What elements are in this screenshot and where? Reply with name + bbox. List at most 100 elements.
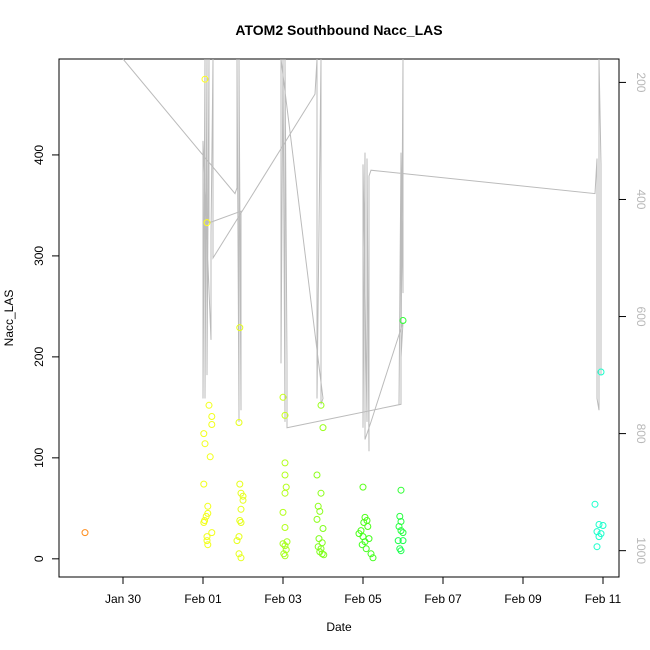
data-point-14 (200, 519, 208, 526)
data-point-31 (237, 554, 245, 562)
data-point-46 (317, 401, 325, 409)
x-tick-label-6: Feb 11 (585, 592, 622, 606)
y2-tick-label-4: 1000 (634, 537, 648, 564)
data-point-6 (200, 430, 208, 438)
data-point-75 (399, 317, 407, 324)
data-point-87 (591, 500, 599, 508)
data-point-27 (237, 519, 245, 526)
data-point-73 (367, 550, 375, 558)
data-point-25 (237, 505, 245, 513)
y-axis: 0 100 200 300 400 (32, 145, 59, 562)
data-point-8 (206, 453, 214, 461)
data-point-10 (204, 502, 212, 510)
x-axis: Jan 30 Feb 01 Feb 03 Feb 05 Feb 07 Feb 09 Feb … (105, 577, 622, 606)
x-tick-label-5: Feb 09 (504, 592, 542, 606)
data-point-38 (279, 508, 287, 516)
data-point-69 (365, 535, 373, 543)
data-point-57 (317, 545, 325, 553)
data-point-36 (282, 483, 290, 491)
data-point-82 (394, 537, 402, 545)
data-point-77 (396, 512, 404, 520)
plot-frame (58, 58, 620, 578)
data-point-65 (364, 523, 372, 530)
data-point-85 (397, 547, 405, 555)
data-point-49 (317, 489, 325, 497)
data-point-92 (595, 533, 603, 541)
y2-tick-label-1: 400 (634, 189, 648, 209)
data-point-12 (202, 512, 210, 520)
data-point-20 (235, 419, 243, 426)
x-tick-label-1: Feb 01 (184, 592, 222, 606)
data-point-48 (313, 471, 321, 479)
x-tick-label-2: Feb 03 (264, 592, 302, 606)
data-point-7 (201, 440, 209, 448)
data-point-53 (319, 525, 327, 532)
data-point-89 (599, 522, 607, 529)
data-point-86 (597, 368, 605, 376)
data-point-93 (593, 543, 601, 551)
data-point-5 (208, 421, 216, 428)
data-point-15 (208, 529, 216, 537)
y2-tick-label-3: 800 (634, 424, 648, 444)
data-point-24 (239, 496, 247, 504)
data-point-18 (204, 541, 212, 549)
data-point-1 (201, 75, 209, 83)
data-point-72 (362, 545, 370, 553)
data-point-39 (281, 524, 289, 531)
x-tick-label-0: Jan 30 (105, 592, 141, 606)
data-point-42 (281, 542, 289, 550)
data-point-32 (279, 393, 287, 401)
y-axis-title: Nacc_LAS (2, 290, 16, 347)
data-point-54 (315, 535, 323, 543)
data-point-28 (235, 533, 243, 541)
secondary-y-axis: 200 400 600 800 1000 (619, 72, 648, 564)
data-point-88 (595, 521, 603, 528)
data-point-9 (200, 480, 208, 488)
data-point-19 (236, 324, 244, 332)
data-point-74 (369, 554, 377, 562)
chart-title: ATOM2 Southbound Nacc_LAS (235, 22, 442, 38)
data-point-76 (397, 486, 405, 494)
data-point-47 (319, 424, 327, 432)
data-point-59 (318, 550, 326, 558)
data-point-45 (281, 552, 289, 560)
data-point-0 (81, 529, 89, 537)
secondary-track-line (122, 58, 602, 452)
data-point-52 (313, 515, 321, 523)
y-tick-label-0: 0 (32, 555, 46, 562)
data-point-29 (233, 537, 241, 545)
y2-tick-label-0: 200 (634, 72, 648, 92)
data-point-80 (397, 527, 405, 535)
data-point-41 (279, 540, 287, 548)
data-point-71 (358, 541, 366, 549)
data-point-3 (205, 401, 213, 409)
data-point-4 (208, 413, 216, 420)
y-tick-label-1: 100 (32, 448, 46, 468)
data-point-61 (359, 483, 367, 491)
y-tick-label-2: 200 (32, 347, 46, 367)
data-point-81 (399, 529, 407, 537)
x-tick-label-3: Feb 05 (344, 592, 382, 606)
data-point-60 (320, 551, 328, 559)
data-point-83 (399, 537, 407, 545)
secondary-track-layer (122, 58, 602, 452)
data-point-35 (281, 471, 289, 479)
x-axis-title: Date (326, 620, 352, 634)
y2-tick-label-2: 600 (634, 307, 648, 327)
data-point-2 (203, 219, 211, 227)
y-tick-label-4: 400 (32, 145, 46, 165)
data-point-16 (203, 533, 211, 541)
data-point-34 (281, 459, 289, 467)
x-tick-label-4: Feb 07 (424, 592, 462, 606)
y-tick-label-3: 300 (32, 246, 46, 266)
points-layer (81, 75, 607, 562)
data-point-23 (239, 492, 247, 500)
data-point-37 (281, 489, 289, 497)
data-point-21 (236, 480, 244, 488)
data-point-33 (281, 411, 289, 419)
data-point-64 (360, 519, 368, 526)
data-point-79 (395, 523, 403, 530)
data-point-17 (203, 537, 211, 545)
data-point-51 (316, 507, 324, 515)
data-point-40 (283, 538, 291, 546)
